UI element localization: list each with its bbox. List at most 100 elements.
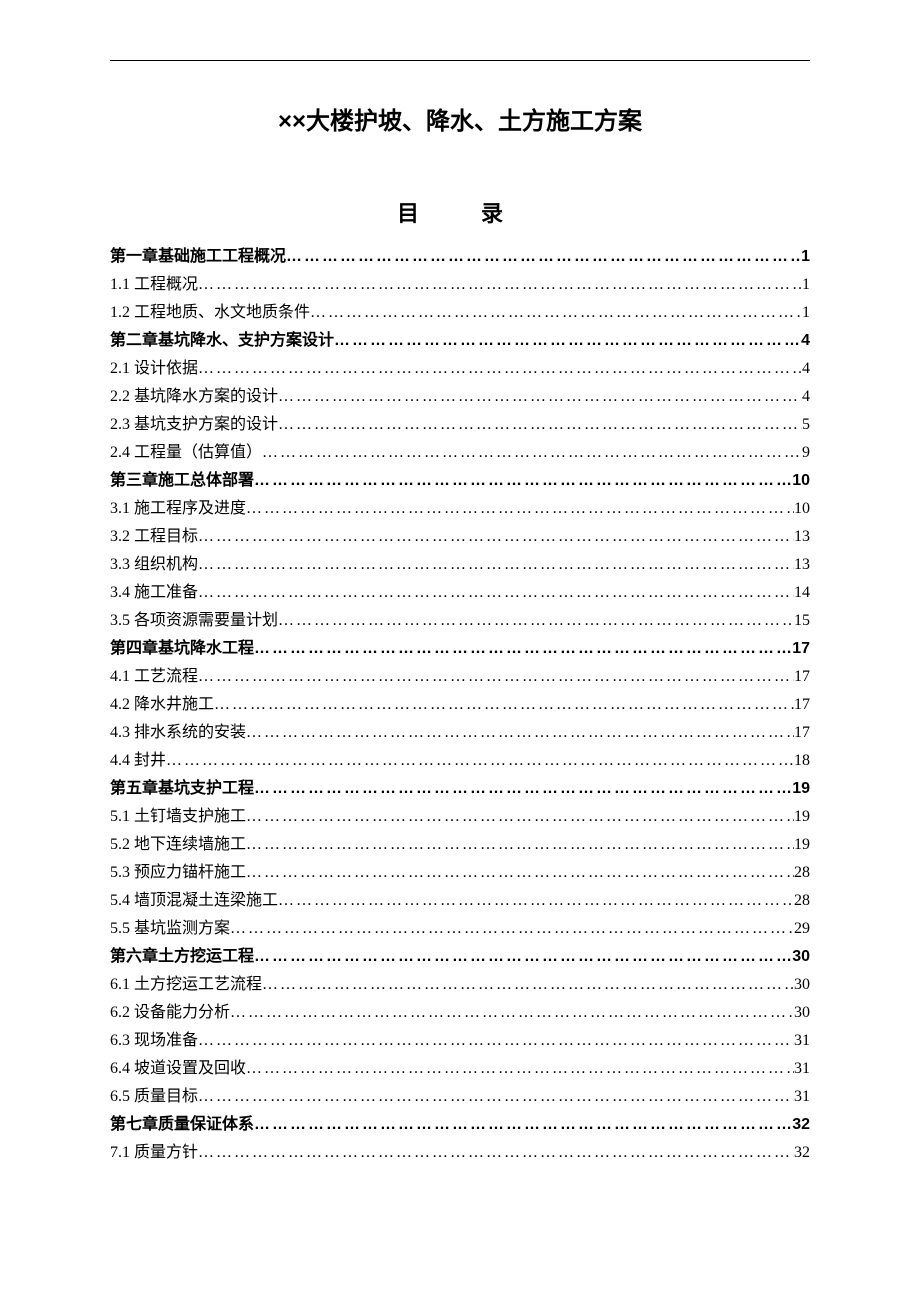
toc-entry: 4.3 排水系统的安装 17 [110,719,810,747]
toc-leader-dots [166,747,794,775]
toc-leader-dots [246,831,794,859]
toc-entry-page: 31 [794,1027,810,1055]
toc-entry-label: 6.5 质量目标 [110,1083,198,1111]
toc-entry-label: 第二章基坑降水、支护方案设计 [110,327,334,355]
toc-entry: 3.5 各项资源需要量计划 15 [110,607,810,635]
toc-entry-label: 第三章施工总体部署 [110,467,254,495]
toc-entry-label: 4.3 排水系统的安装 [110,719,246,747]
toc-entry-label: 1.1 工程概况 [110,271,198,299]
toc-entry-page: 10 [792,467,810,495]
toc-entry-page: 28 [794,859,810,887]
toc-entry: 第五章基坑支护工程19 [110,775,810,803]
toc-leader-dots [254,943,792,971]
toc-entry: 5.4 墙顶混凝土连梁施工28 [110,887,810,915]
toc-entry-label: 3.4 施工准备 [110,579,198,607]
toc-leader-dots [230,999,794,1027]
toc-entry: 2.3 基坑支护方案的设计 5 [110,411,810,439]
toc-entry-label: 5.3 预应力锚杆施工 [110,859,246,887]
toc-entry-page: 1 [801,243,810,271]
toc-entry: 6.2 设备能力分析30 [110,999,810,1027]
toc-leader-dots [278,411,802,439]
toc-entry: 5.5 基坑监测方案 29 [110,915,810,943]
toc-entry-page: 1 [802,299,810,327]
toc-entry-label: 4.2 降水井施工 [110,691,214,719]
toc-leader-dots [246,1055,794,1083]
toc-leader-dots [278,607,794,635]
toc-entry-page: 9 [802,439,810,467]
toc-leader-dots [214,691,794,719]
toc-entry: 2.4 工程量（估算值）9 [110,439,810,467]
toc-entry-page: 17 [794,691,810,719]
toc-leader-dots [230,915,794,943]
toc-leader-dots [254,635,792,663]
toc-entry: 1.2 工程地质、水文地质条件1 [110,299,810,327]
toc-entry-page: 19 [794,831,810,859]
header-rule [110,60,810,61]
document-title: ××大楼护坡、降水、土方施工方案 [110,101,810,136]
toc-entry-label: 2.2 基坑降水方案的设计 [110,383,278,411]
toc-entry-page: 32 [792,1111,810,1139]
toc-entry-page: 13 [794,523,810,551]
toc-entry: 2.1 设计依据4 [110,355,810,383]
toc-leader-dots [246,719,794,747]
toc-entry: 6.4 坡道设置及回收31 [110,1055,810,1083]
toc-entry-page: 5 [802,411,810,439]
toc-entry-page: 17 [794,663,810,691]
toc-entry-page: 19 [794,803,810,831]
toc-entry-page: 4 [801,327,810,355]
toc-entry-label: 5.5 基坑监测方案 [110,915,230,943]
toc-entry: 6.1 土方挖运工艺流程30 [110,971,810,999]
toc-leader-dots [286,243,801,271]
toc-entry-page: 4 [802,383,810,411]
toc-leader-dots [254,1111,792,1139]
toc-entry: 5.3 预应力锚杆施工 28 [110,859,810,887]
toc-entry-label: 6.1 土方挖运工艺流程 [110,971,262,999]
toc-entry-label: 5.2 地下连续墙施工 [110,831,246,859]
toc-leader-dots [246,859,794,887]
toc-entry-label: 3.5 各项资源需要量计划 [110,607,278,635]
toc-leader-dots [198,271,802,299]
toc-entry: 7.1 质量方针 32 [110,1139,810,1167]
toc-heading: 目 录 [110,196,810,228]
toc-entry-label: 2.3 基坑支护方案的设计 [110,411,278,439]
toc-entry-page: 32 [794,1139,810,1167]
toc-entry-label: 3.3 组织机构 [110,551,198,579]
toc-entry-page: 4 [802,355,810,383]
toc-entry-label: 7.1 质量方针 [110,1139,198,1167]
toc-entry-page: 29 [794,915,810,943]
toc-entry-label: 6.2 设备能力分析 [110,999,230,1027]
toc-entry-label: 5.4 墙顶混凝土连梁施工 [110,887,278,915]
toc-entry-page: 14 [794,579,810,607]
toc-entry-page: 19 [792,775,810,803]
toc-entry-label: 6.4 坡道设置及回收 [110,1055,246,1083]
toc-entry: 5.2 地下连续墙施工 19 [110,831,810,859]
toc-entry: 第六章土方挖运工程 30 [110,943,810,971]
toc-entry-label: 3.2 工程目标 [110,523,198,551]
toc-entry-label: 4.1 工艺流程 [110,663,198,691]
toc-entry: 5.1 土钉墙支护施工19 [110,803,810,831]
toc-leader-dots [262,439,802,467]
toc-entry: 1.1 工程概况1 [110,271,810,299]
toc-entry-label: 第七章质量保证体系 [110,1111,254,1139]
toc-leader-dots [198,1027,794,1055]
toc-leader-dots [334,327,801,355]
toc-entry: 6.3 现场准备31 [110,1027,810,1055]
toc-entry-page: 18 [794,747,810,775]
toc-leader-dots [246,803,794,831]
toc-leader-dots [246,495,794,523]
toc-entry: 第二章基坑降水、支护方案设计 4 [110,327,810,355]
toc-entry-page: 10 [794,495,810,523]
toc-entry-page: 17 [792,635,810,663]
toc-entry: 第四章基坑降水工程17 [110,635,810,663]
toc-entry-page: 30 [792,943,810,971]
table-of-contents: 第一章基础施工工程概况11.1 工程概况11.2 工程地质、水文地质条件1第二章… [110,243,810,1167]
toc-entry-page: 17 [794,719,810,747]
toc-leader-dots [198,523,794,551]
toc-entry-label: 第六章土方挖运工程 [110,943,254,971]
toc-entry-label: 第一章基础施工工程概况 [110,243,286,271]
toc-entry: 第三章施工总体部署 10 [110,467,810,495]
toc-entry-page: 15 [794,607,810,635]
toc-leader-dots [278,383,802,411]
toc-entry: 3.4 施工准备 14 [110,579,810,607]
toc-leader-dots [262,971,794,999]
